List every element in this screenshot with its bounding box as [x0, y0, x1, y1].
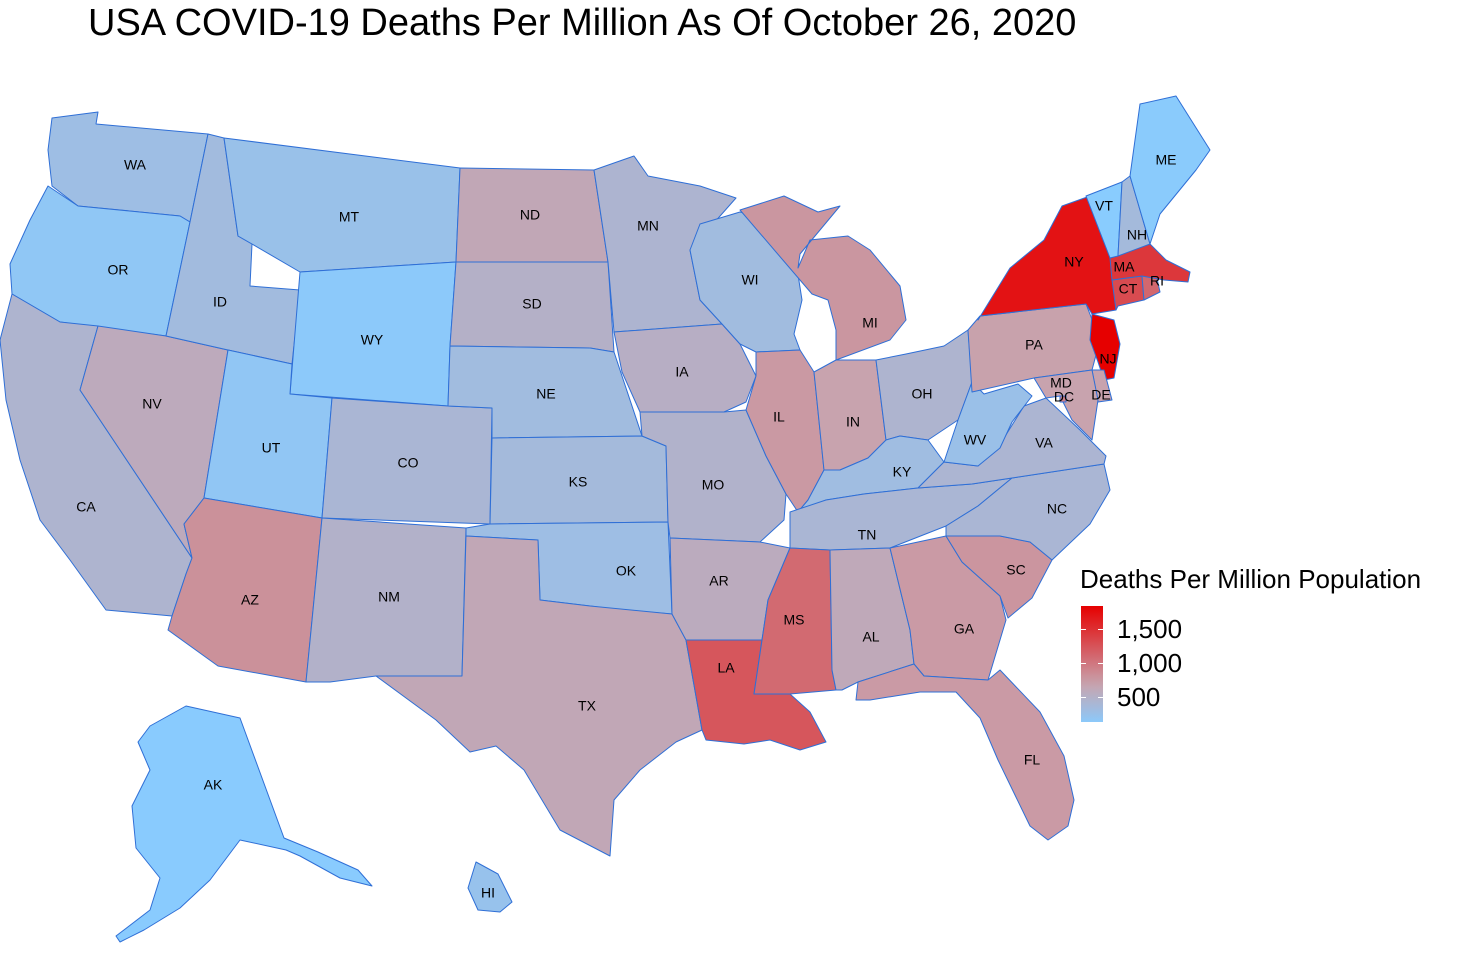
state-label-tx: TX	[578, 698, 597, 714]
state-label-ok: OK	[616, 563, 637, 579]
state-label-mo: MO	[702, 477, 725, 493]
labels-layer: WA OR CA NV ID MT WY UT AZ CO NM ND SD NE KS OK TX MN IA MO…	[76, 152, 1176, 901]
state-label-dc: DC	[1054, 389, 1074, 405]
state-label-az: AZ	[241, 592, 259, 608]
state-label-ny: NY	[1064, 254, 1084, 270]
legend-tick-mark	[1081, 696, 1086, 698]
state-label-nj: NJ	[1099, 351, 1116, 367]
state-label-wy: WY	[361, 332, 384, 348]
state-fl	[855, 663, 1075, 841]
state-md	[1033, 369, 1099, 441]
state-label-or: OR	[108, 262, 129, 278]
state-label-oh: OH	[912, 386, 933, 402]
state-label-wa: WA	[124, 157, 147, 173]
state-label-nv: NV	[142, 396, 162, 412]
legend-tick-mark	[1098, 662, 1103, 664]
state-label-ca: CA	[76, 499, 96, 515]
state-label-fl: FL	[1024, 752, 1041, 768]
state-label-nc: NC	[1047, 501, 1067, 517]
legend-tick-label: 500	[1117, 681, 1161, 712]
legend-tick-mark	[1098, 628, 1103, 630]
state-label-wi: WI	[741, 272, 758, 288]
legend-tick-label: 1,500	[1117, 613, 1183, 644]
state-me	[1129, 95, 1211, 245]
state-label-ut: UT	[262, 440, 281, 456]
state-label-vt: VT	[1095, 198, 1113, 214]
state-mi	[739, 195, 907, 361]
state-nj	[1089, 313, 1121, 381]
state-ak	[115, 705, 373, 943]
state-label-mn: MN	[637, 218, 659, 234]
state-label-nh: NH	[1127, 227, 1147, 243]
legend-tick-mark	[1081, 662, 1086, 664]
state-label-in: IN	[846, 414, 860, 430]
state-label-va: VA	[1035, 435, 1053, 451]
state-mt	[223, 137, 461, 273]
state-label-id: ID	[213, 294, 227, 310]
state-wv	[943, 381, 1033, 467]
state-label-ia: IA	[675, 364, 689, 380]
state-label-me: ME	[1156, 152, 1177, 168]
state-label-nd: ND	[520, 207, 540, 223]
legend-title: Deaths Per Million Population	[1080, 564, 1422, 594]
state-label-la: LA	[717, 660, 735, 676]
legend-tick-mark	[1081, 628, 1086, 630]
state-label-ms: MS	[784, 612, 805, 628]
state-label-ma: MA	[1114, 259, 1136, 275]
state-nc	[945, 463, 1111, 561]
states-layer	[0, 95, 1211, 943]
state-label-nm: NM	[378, 589, 400, 605]
state-label-ky: KY	[893, 464, 912, 480]
state-label-hi: HI	[481, 885, 495, 901]
state-label-sc: SC	[1006, 562, 1025, 578]
state-dc	[1059, 395, 1067, 403]
state-label-ks: KS	[569, 474, 588, 490]
state-label-ak: AK	[204, 777, 223, 793]
state-label-ne: NE	[536, 386, 555, 402]
state-hi	[467, 861, 513, 913]
state-label-mi: MI	[862, 315, 878, 331]
state-label-tn: TN	[858, 527, 877, 543]
state-label-ri: RI	[1150, 273, 1164, 289]
state-label-ct: CT	[1119, 281, 1138, 297]
state-label-de: DE	[1091, 387, 1110, 403]
state-label-il: IL	[773, 409, 785, 425]
state-label-md: MD	[1050, 375, 1072, 391]
state-az	[167, 497, 323, 683]
state-label-sd: SD	[522, 296, 541, 312]
legend-tick-label: 1,000	[1117, 647, 1183, 678]
legend-tick-mark	[1098, 696, 1103, 698]
state-label-pa: PA	[1025, 337, 1043, 353]
state-tx	[375, 535, 703, 857]
state-label-wv: WV	[964, 432, 987, 448]
map-title: USA COVID-19 Deaths Per Million As Of Oc…	[88, 2, 1077, 44]
legend-color-bar	[1081, 606, 1103, 722]
state-ma	[1109, 243, 1191, 283]
state-label-ga: GA	[954, 621, 975, 637]
state-label-al: AL	[862, 629, 879, 645]
state-label-ar: AR	[709, 573, 728, 589]
state-label-co: CO	[398, 455, 419, 471]
state-mo	[639, 409, 787, 543]
state-label-mt: MT	[339, 209, 360, 225]
